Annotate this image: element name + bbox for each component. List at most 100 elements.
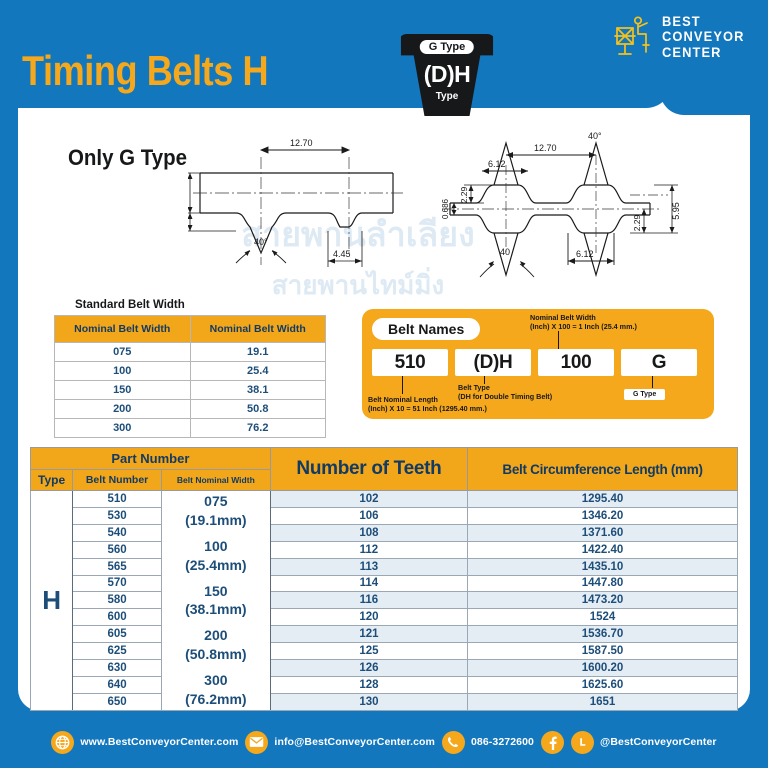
table-row: 530 106 1346.20 [31,506,738,525]
cell-number-of-teeth: 114 [269,574,469,593]
header-belt-nominal-width: Belt Nominal Width [160,469,271,491]
cell-number-of-teeth: 102 [269,490,469,508]
dim-angle-top-label: 40° [588,131,602,141]
cell-belt-number: 560 [72,540,162,559]
badge-g-type-label: G Type [419,40,475,54]
cell-number-of-teeth: 106 [269,506,469,525]
globe-icon [51,730,75,754]
swt-cell-mm: 19.1 [189,342,326,362]
cell-belt-number: 650 [72,692,162,711]
dim-tooth-height-left-label: 2.29 [459,186,469,203]
leader-line-type [484,376,485,384]
footer-facebook[interactable] [540,730,564,754]
dim-tooth-base-right-label: 6.12 [576,249,594,259]
phone-icon [441,730,465,754]
note-length-line-2: (Inch) X 10 = 51 Inch (1295.40 mm.) [368,404,487,414]
note-width-line-2: (Inch) X 100 = 1 Inch (25.4 mm.) [530,322,637,332]
cell-circumference-length: 1447.80 [467,574,738,593]
section-title: Only G Type [68,145,187,170]
line-icon [570,730,594,754]
title-banner [0,22,672,108]
header-notch [660,57,768,115]
cell-circumference-length: 1435.10 [467,557,738,576]
swt-cell-mm: 50.8 [189,399,326,419]
header-belt-circumference-length: Belt Circumference Length (mm) [467,447,738,491]
cell-circumference-length: 1587.50 [467,642,738,661]
belt-names-title: Belt Names [372,318,481,340]
cell-number-of-teeth: 126 [269,659,469,677]
single-sided-belt-diagram: 12.70 2.30 2.29 40° [188,135,438,295]
table-row: 605 121 1536.70 [31,625,738,644]
width-mm: (50.8mm) [185,646,247,663]
header-number-of-teeth: Number of Teeth [269,447,469,491]
page-title: Timing Belts H [22,47,269,94]
table-row: 560 112 1422.40 [31,540,738,559]
footer-email[interactable]: info@BestConveyorCenter.com [245,730,435,754]
swt-cell-code: 300 [54,418,191,438]
swt-cell-code: 200 [54,399,191,419]
footer-line[interactable]: @BestConveyorCenter [570,730,717,754]
swt-cell-code: 075 [54,342,191,362]
cell-number-of-teeth: 125 [269,642,469,661]
table-row: 650 130 1651 [31,692,738,711]
cell-belt-number: 630 [72,659,162,677]
footer-phone[interactable]: 086-3272600 [441,730,534,754]
logo-wordmark: BEST CONVEYOR CENTER [662,14,752,59]
header-belt-number: Belt Number [72,469,162,491]
width-code: 300 [204,672,228,689]
logo-line-3: CENTER [662,43,722,60]
cell-belt-number: 570 [72,574,162,593]
dim-total-thickness-label: 5.95 [671,202,681,220]
cell-circumference-length: 1625.60 [467,675,738,694]
cell-circumference-length: 1600.20 [467,659,738,677]
cell-circumference-length: 1651 [467,692,738,711]
badge-sub-label: Type [435,91,459,102]
width-code: 200 [204,627,228,644]
swt-row: 100 25.4 [54,361,326,381]
dim-pitch-right-label: 12.70 [534,143,557,153]
belt-names-panel: Belt Names Nominal Belt Width (Inch) X 1… [362,309,714,419]
cell-belt-nominal-width: 075 (19.1mm) 100 (25.4mm) 150 (38.1mm) 200 (50.… [160,490,271,711]
footer-contact-bar: www.BestConveyorCenter.com info@BestConv… [0,716,768,768]
swt-header-mm: Nominal Belt Width [189,315,326,343]
table-row: 570 114 1447.80 [31,574,738,593]
cell-number-of-teeth: 116 [269,591,469,610]
width-mm: (19.1mm) [185,511,247,528]
dim-tooth-base-left-label: 6.12 [488,159,506,169]
cell-circumference-length: 1473.20 [467,591,738,610]
width-mm: (38.1mm) [185,601,247,618]
header-type: Type [29,469,74,491]
note-type-line-2: (DH for Double Timing Belt) [458,392,553,402]
belt-code-length: 510 [372,349,448,376]
standard-belt-width-table: Nominal Belt Width Nominal Belt Width 07… [54,315,326,438]
width-code: 100 [204,537,228,554]
note-nominal-belt-width: Nominal Belt Width (Inch) X 100 = 1 Inch… [530,313,637,332]
footer-website[interactable]: www.BestConveyorCenter.com [51,730,239,754]
double-sided-belt-diagram: 12.70 40° 6.12 2.29 0.686 [438,125,728,305]
facebook-icon [540,730,564,754]
note-belt-length: Belt Nominal Length (Inch) X 10 = 51 Inc… [368,395,487,414]
footer-email-text: info@BestConveyorCenter.com [274,736,435,748]
main-table-header-row: Type Belt Number Belt Nominal Width [29,469,738,491]
cell-number-of-teeth: 108 [269,523,469,542]
cell-circumference-length: 1422.40 [467,540,738,559]
table-row: 565 113 1435.10 [31,557,738,576]
brand-logo[interactable]: BEST CONVEYOR CENTER [613,14,752,59]
cell-circumference-length: 1295.40 [467,490,738,508]
cell-number-of-teeth: 130 [269,692,469,711]
cell-belt-number: 600 [72,608,162,627]
swt-row: 300 76.2 [54,418,326,438]
dim-pitch-label: 12.70 [290,138,313,148]
swt-header-code: Nominal Belt Width [54,315,191,343]
dim-angle-label: 40° [254,237,268,247]
swt-cell-mm: 38.1 [189,380,326,400]
table-row: H 510 075 (19.1mm) 100 (25.4mm) 150 (38.1mm) 200… [29,490,738,711]
swt-cell-code: 100 [54,361,191,381]
cell-number-of-teeth: 120 [269,608,469,627]
footer-website-text: www.BestConveyorCenter.com [80,736,239,748]
envelope-icon [245,730,269,754]
width-code: 150 [204,582,228,599]
belt-code-gtype: G [621,349,697,376]
table-row: 630 126 1600.20 [31,659,738,677]
swt-cell-mm: 25.4 [189,361,326,381]
